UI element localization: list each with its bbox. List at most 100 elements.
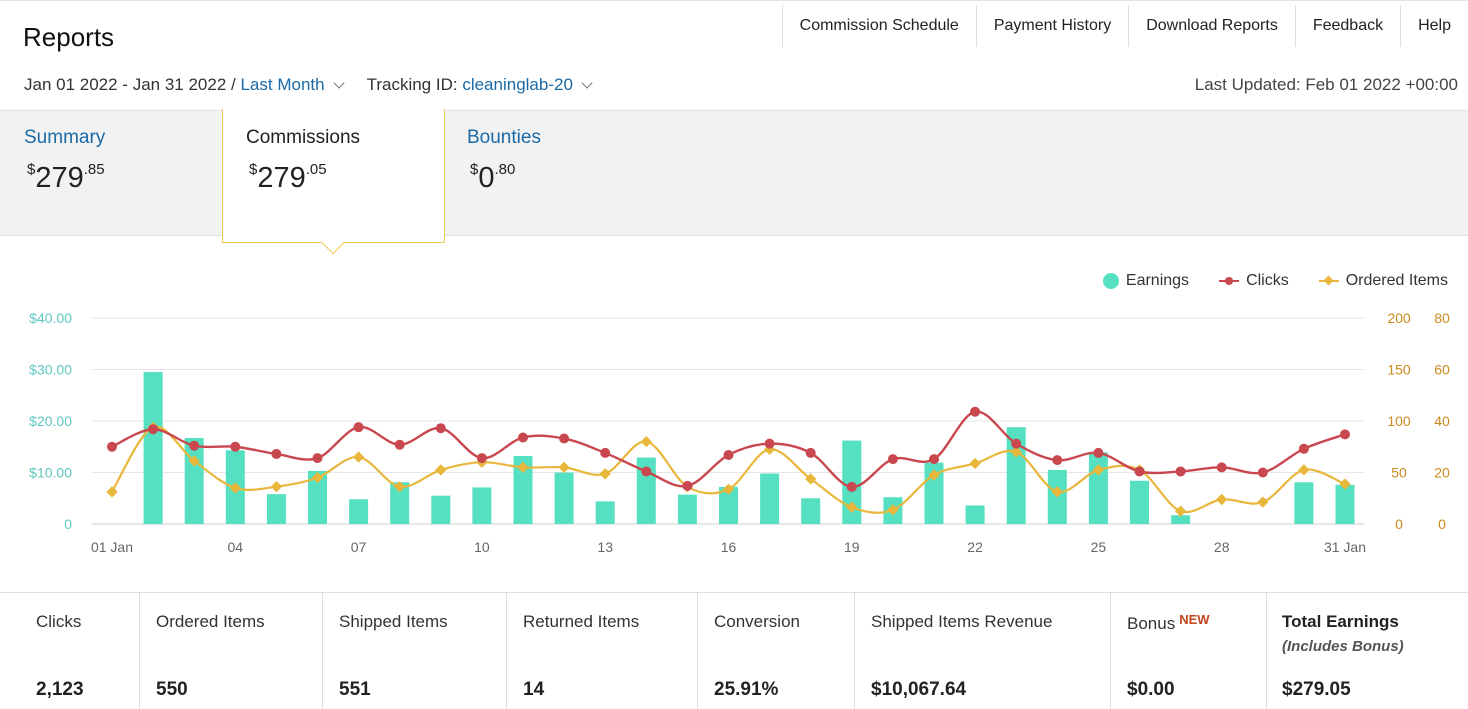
ordered-items-point [435,464,447,476]
stat-clicks: Clicks 2,123 [0,593,140,709]
tab-commissions-label[interactable]: Commissions [246,127,361,148]
active-tab-caret [321,231,345,255]
ordered-items-point [640,435,652,448]
tab-bounties[interactable]: Bounties $0.80 [467,111,647,237]
tracking-id-label: Tracking ID: [366,75,458,94]
clicks-point [1011,438,1022,449]
ordered-items-point [1010,446,1022,458]
clicks-point [189,440,200,451]
clicks-point [929,454,939,465]
tab-summary[interactable]: Summary $279.85 [24,111,204,237]
clicks-point [1093,447,1104,458]
earnings-bar [595,501,615,524]
earnings-dot-icon [1102,273,1119,289]
x-tick-label: 31 Jan [1324,539,1366,555]
earnings-bar [472,487,492,524]
earnings-bar [349,499,369,524]
chevron-down-icon[interactable] [332,77,345,89]
feedback-button[interactable]: Feedback [1295,5,1402,47]
clicks-point [970,406,981,417]
date-preset-dropdown[interactable]: Last Month [240,75,325,94]
y-right-clicks-tick-label: 50 [1391,465,1407,481]
stat-bonus: Bonus NEW $0.00 [1111,593,1267,709]
clicks-point [1216,462,1227,473]
clicks-point [518,432,528,443]
commissions-amount: $279.05 [249,161,327,194]
clicks-point [107,441,117,452]
earnings-bar [308,470,327,524]
stat-value: 550 [156,679,188,700]
ordered-items-point [846,501,858,513]
earnings-chart: 0 0 0 $10.00 50 20 $20.00 100 40 $30.00 150 60 $40.0… [29,310,1450,555]
legend-ordered-items[interactable]: Ordered Items [1318,272,1448,290]
clicks-point [148,424,159,435]
clicks-point [641,466,652,477]
ordered-items-point [394,481,406,493]
ordered-items-point [311,471,324,484]
clicks-point [230,441,241,452]
summary-amount: $279.85 [27,161,105,194]
earnings-bar [965,505,985,524]
legend-earnings[interactable]: Earnings [1102,272,1189,290]
earnings-bar [266,494,286,524]
earnings-bar [431,495,451,524]
x-tick-label: 01 Jan [91,539,133,555]
ordered-items-point [805,473,817,485]
tab-commissions[interactable]: Commissions $279.05 [222,109,445,255]
earnings-bar [1088,452,1108,524]
y-left-tick-label: $20.00 [29,413,72,429]
clicks-point [312,453,323,464]
clicks-point [353,422,364,433]
x-tick-label: 04 [228,539,244,555]
download-reports-button[interactable]: Download Reports [1129,5,1296,47]
stat-value: 14 [523,679,545,700]
summary-tabs: Summary $279.85 Commissions $279.05 Boun… [0,109,1468,255]
stat-value: $0.00 [1127,679,1175,700]
tab-bounties-label[interactable]: Bounties [467,127,541,148]
chevron-down-icon[interactable] [581,77,593,89]
earnings-bar [554,472,574,524]
x-tick-label: 25 [1091,539,1107,555]
clicks-point [559,433,570,444]
top-nav: Commission Schedule Payment History Down… [781,5,1468,47]
clicks-point [600,447,611,458]
payment-history-button[interactable]: Payment History [976,5,1130,47]
tracking-id-selector[interactable]: Tracking ID: cleaninglab-20 [367,75,601,95]
ordered-items-point [1339,478,1351,490]
stat-ordered-items: Ordered Items 550 [140,593,323,709]
stat-value: 2,123 [36,679,84,700]
stat-label: Clicks [36,612,82,631]
clicks-line [111,410,1346,489]
x-tick-label: 10 [474,539,490,555]
y-right-ordered-tick-label: 60 [1434,362,1450,378]
earnings-bar [760,473,780,524]
clicks-point [887,454,898,465]
tab-summary-label[interactable]: Summary [24,127,106,148]
earnings-bar [143,372,163,524]
y-right-ordered-tick-label: 80 [1434,310,1450,326]
stat-label: Conversion [714,612,800,631]
legend-clicks[interactable]: Clicks [1219,272,1289,290]
commission-schedule-button[interactable]: Commission Schedule [782,5,977,47]
clicks-point [805,447,816,458]
stat-label: Returned Items [523,612,640,631]
earnings-bar [390,482,410,524]
stat-label: Shipped Items [339,612,448,631]
ordered-items-point [599,468,611,480]
clicks-point [1175,466,1186,477]
stat-value: $279.05 [1282,679,1351,700]
ordered-items-point [106,486,118,498]
tracking-id-value[interactable]: cleaninglab-20 [462,75,573,94]
y-right-ordered-tick-label: 0 [1438,516,1446,532]
earnings-bar [1294,482,1314,524]
x-tick-label: 07 [351,539,367,555]
help-button[interactable]: Help [1401,5,1468,47]
clicks-point [271,448,282,459]
clicks-point [846,481,857,492]
ordered-items-point [722,483,735,495]
clicks-point [1298,443,1309,454]
page-title: Reports [23,22,115,52]
x-tick-label: 28 [1214,539,1230,555]
earnings-bar [1171,515,1191,524]
y-left-tick-label: 0 [64,516,72,532]
